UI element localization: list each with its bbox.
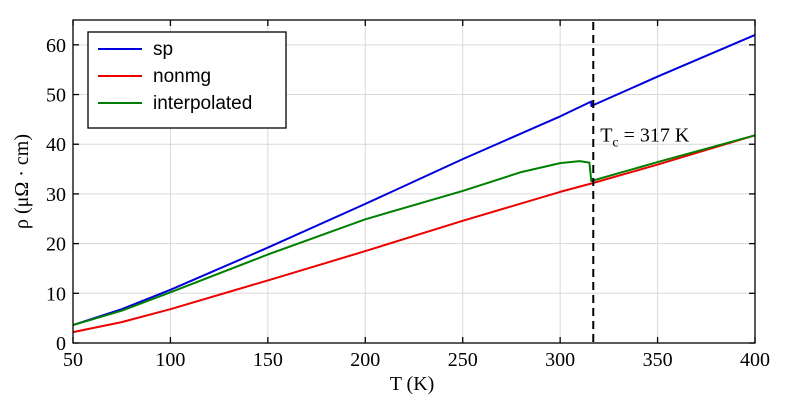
- series-line-sp: [72, 33, 756, 327]
- x-tick-label: 150: [253, 349, 283, 371]
- tc-annotation: Tc = 317 K: [600, 125, 690, 151]
- series-line-nonmg: [72, 134, 756, 334]
- y-tick-label: 40: [46, 134, 66, 156]
- y-tick-label: 60: [46, 35, 66, 57]
- plot-lines: [72, 33, 756, 334]
- y-tick-label: 10: [46, 283, 66, 305]
- y-tick-label: 30: [46, 184, 66, 206]
- series-line-interpolated: [72, 134, 756, 327]
- y-tick-label: 20: [46, 234, 66, 256]
- x-axis-label: T (K): [390, 373, 435, 395]
- x-tick-label: 400: [740, 349, 770, 371]
- y-axis-label: ρ (μΩ · cm): [11, 134, 33, 229]
- x-tick-label: 50: [63, 349, 83, 371]
- x-tick-label: 250: [448, 349, 478, 371]
- plot-frame: [72, 19, 756, 344]
- legend: sp nonmg interpolated: [87, 31, 287, 129]
- x-tick-label: 200: [350, 349, 380, 371]
- x-tick-label: 350: [643, 349, 673, 371]
- legend-label-nonmg: nonmg: [153, 66, 211, 87]
- x-tick-label: 100: [155, 349, 185, 371]
- grid: [72, 20, 756, 344]
- legend-label-sp: sp: [153, 39, 173, 60]
- tc-annotation-subscript: c: [612, 136, 618, 151]
- legend-label-interpolated: interpolated: [153, 93, 252, 114]
- x-tick-label: 300: [545, 349, 575, 371]
- tc-annotation-main: T: [600, 125, 612, 147]
- y-tick-label: 0: [56, 333, 66, 355]
- axis-ticks: 50 100 150 200 250 300 350 400 0 10 20 30 40 50 60: [46, 20, 770, 371]
- y-tick-label: 50: [46, 85, 66, 107]
- tc-annotation-value: = 317 K: [619, 125, 690, 147]
